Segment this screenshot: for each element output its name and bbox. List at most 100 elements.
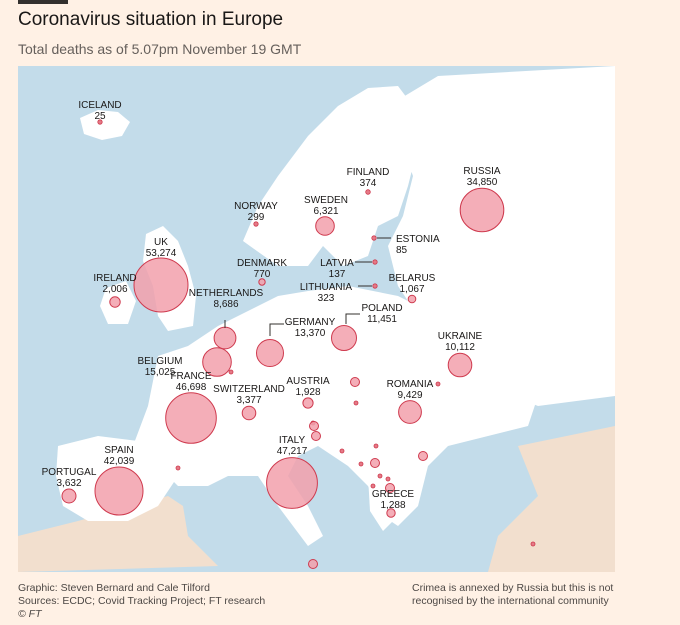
- bubble-norway: [253, 221, 259, 227]
- country-label-lithuania: LITHUANIA: [300, 282, 353, 293]
- bubble-unlabeled: [418, 451, 428, 461]
- bubble-austria: [302, 397, 314, 409]
- country-label-switzerland: SWITZERLAND: [213, 384, 285, 395]
- copyright-text: © FT: [18, 608, 42, 620]
- land-east: [388, 66, 615, 406]
- chart-subtitle: Total deaths as of 5.07pm November 19 GM…: [18, 41, 302, 57]
- bubble-denmark: [258, 278, 266, 286]
- bubble-belgium: [202, 347, 232, 377]
- leader-germany: [269, 323, 284, 336]
- bubble-unlabeled: [530, 541, 536, 547]
- bubble-romania: [398, 400, 422, 424]
- note-line-2: recognised by the international communit…: [412, 595, 609, 607]
- bubble-unlabeled: [385, 476, 391, 482]
- country-label-ireland: IRELAND: [93, 273, 136, 284]
- leader-poland: [345, 313, 360, 324]
- country-deaths-greece: 1,288: [380, 500, 405, 511]
- bubble-finland: [365, 189, 371, 195]
- country-label-finland: FINLAND: [347, 167, 390, 178]
- bubble-russia: [459, 187, 505, 233]
- credit-text: Graphic: Steven Bernard and Cale Tilford: [18, 582, 211, 594]
- land-outside-east: [488, 426, 615, 572]
- bubble-france: [165, 392, 217, 444]
- footer-right: Crimea is annexed by Russia but this is …: [412, 582, 622, 608]
- country-label-france: FRANCE: [170, 371, 211, 382]
- country-deaths-romania: 9,429: [397, 390, 422, 401]
- country-deaths-netherlands: 8,686: [213, 299, 238, 310]
- country-label-belgium: BELGIUM: [137, 356, 182, 367]
- country-deaths-germany: 13,370: [295, 328, 326, 339]
- country-deaths-belarus: 1,067: [399, 284, 424, 295]
- country-deaths-france: 46,698: [176, 382, 207, 393]
- country-label-austria: AUSTRIA: [286, 376, 330, 387]
- country-label-romania: ROMANIA: [387, 379, 434, 390]
- country-deaths-lithuania: 323: [318, 293, 335, 304]
- bubble-greece: [386, 508, 396, 518]
- country-label-ukraine: UKRAINE: [438, 331, 483, 342]
- land-scandinavia: [243, 86, 418, 266]
- country-label-netherlands: NETHERLANDS: [189, 288, 264, 299]
- bubble-unlabeled: [339, 448, 345, 454]
- bubble-netherlands: [213, 326, 237, 350]
- land-outside: [18, 496, 218, 572]
- country-label-belarus: BELARUS: [389, 273, 436, 284]
- country-label-norway: NORWAY: [234, 201, 278, 212]
- country-deaths-ukraine: 10,112: [445, 342, 475, 353]
- bubble-lithuania: [372, 283, 378, 289]
- bubble-italy: [266, 457, 318, 509]
- country-deaths-estonia: 85: [396, 245, 408, 256]
- country-label-denmark: DENMARK: [237, 258, 287, 269]
- bubble-unlabeled: [370, 458, 380, 468]
- country-label-germany: GERMANY: [285, 317, 336, 328]
- bubble-unlabeled: [175, 465, 181, 471]
- bubble-unlabeled: [309, 421, 319, 431]
- country-deaths-russia: 34,850: [467, 177, 498, 188]
- country-deaths-switzerland: 3,377: [236, 395, 261, 406]
- country-label-iceland: ICELAND: [78, 100, 121, 111]
- bubble-spain: [94, 466, 144, 516]
- note-line-1: Crimea is annexed by Russia but this is …: [412, 582, 614, 594]
- land-mainland: [133, 286, 538, 546]
- country-deaths-latvia: 137: [329, 269, 346, 280]
- country-deaths-iceland: 25: [94, 111, 106, 122]
- country-label-italy: ITALY: [279, 435, 306, 446]
- bubble-ireland: [109, 296, 121, 308]
- bubble-layer: [61, 119, 536, 569]
- bubble-portugal: [61, 488, 77, 504]
- country-label-sweden: SWEDEN: [304, 195, 348, 206]
- bubble-unlabeled: [308, 559, 318, 569]
- bubble-estonia: [371, 235, 377, 241]
- bubble-uk: [133, 257, 189, 313]
- country-deaths-italy: 47,217: [277, 446, 308, 457]
- country-label-portugal: PORTUGAL: [42, 467, 97, 478]
- country-deaths-austria: 1,928: [295, 387, 320, 398]
- country-deaths-portugal: 3,632: [56, 478, 81, 489]
- bubble-iceland: [97, 119, 103, 125]
- country-label-poland: POLAND: [361, 303, 402, 314]
- bubble-unlabeled: [228, 369, 234, 375]
- country-deaths-norway: 299: [248, 212, 265, 223]
- bubble-unlabeled: [377, 473, 383, 479]
- bubble-unlabeled: [385, 483, 395, 493]
- country-label-latvia: LATVIA: [320, 258, 354, 269]
- country-deaths-finland: 374: [360, 178, 377, 189]
- bubble-latvia: [372, 259, 378, 265]
- country-label-spain: SPAIN: [104, 445, 133, 456]
- bubble-unlabeled: [350, 377, 360, 387]
- bubble-unlabeled: [370, 483, 376, 489]
- country-label-uk: UK: [154, 237, 168, 248]
- country-deaths-poland: 11,451: [367, 314, 397, 325]
- bubble-sweden: [315, 216, 335, 236]
- top-rule: [18, 0, 68, 4]
- footer-left: Graphic: Steven Bernard and Cale Tilford…: [18, 582, 265, 621]
- country-label-greece: GREECE: [372, 489, 415, 500]
- bubble-germany: [256, 339, 284, 367]
- chart-title: Coronavirus situation in Europe: [18, 9, 284, 30]
- country-deaths-belgium: 15,025: [145, 367, 176, 378]
- bubble-poland: [331, 325, 357, 351]
- country-deaths-spain: 42,039: [104, 456, 135, 467]
- bubble-unlabeled: [311, 431, 321, 441]
- land-iceland: [80, 110, 130, 140]
